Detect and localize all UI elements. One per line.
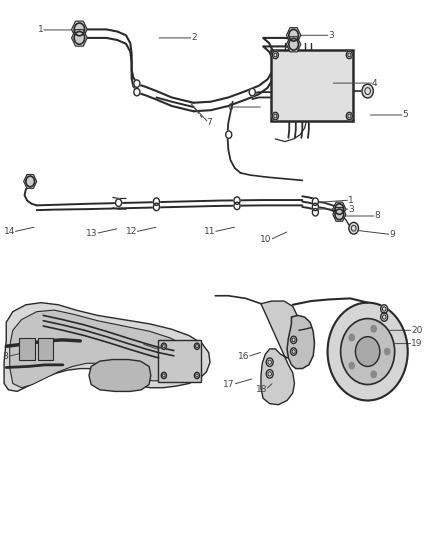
Circle shape xyxy=(234,202,240,209)
Text: 16: 16 xyxy=(238,352,249,361)
Polygon shape xyxy=(71,30,87,46)
Circle shape xyxy=(134,88,140,96)
FancyBboxPatch shape xyxy=(38,338,53,360)
FancyBboxPatch shape xyxy=(271,50,353,122)
Polygon shape xyxy=(71,21,87,38)
Circle shape xyxy=(194,372,200,378)
FancyBboxPatch shape xyxy=(19,338,35,360)
Text: 11: 11 xyxy=(204,228,215,237)
Circle shape xyxy=(289,38,298,50)
Polygon shape xyxy=(4,303,210,391)
Circle shape xyxy=(349,222,358,234)
Circle shape xyxy=(371,326,376,332)
Circle shape xyxy=(26,176,35,187)
Circle shape xyxy=(74,23,85,36)
Circle shape xyxy=(312,198,318,205)
Circle shape xyxy=(312,203,318,211)
Polygon shape xyxy=(24,174,37,188)
Text: 1: 1 xyxy=(38,26,43,35)
Polygon shape xyxy=(287,316,314,368)
Text: 17: 17 xyxy=(223,380,235,389)
Circle shape xyxy=(381,305,388,313)
Text: 6: 6 xyxy=(227,102,233,111)
Polygon shape xyxy=(286,28,301,43)
Text: 19: 19 xyxy=(411,339,423,348)
Circle shape xyxy=(153,203,159,211)
Circle shape xyxy=(385,349,390,355)
Text: 3: 3 xyxy=(328,31,334,40)
Circle shape xyxy=(346,112,353,120)
Circle shape xyxy=(349,334,354,341)
Circle shape xyxy=(272,112,279,120)
Circle shape xyxy=(312,208,318,216)
Polygon shape xyxy=(333,207,346,221)
Circle shape xyxy=(381,313,388,321)
Circle shape xyxy=(161,343,166,350)
Text: 3: 3 xyxy=(348,205,354,214)
Text: 2: 2 xyxy=(191,34,197,43)
Circle shape xyxy=(272,51,279,59)
Circle shape xyxy=(134,80,140,87)
Polygon shape xyxy=(10,310,200,387)
Polygon shape xyxy=(333,202,346,216)
Circle shape xyxy=(290,348,297,356)
FancyBboxPatch shape xyxy=(158,340,201,382)
Circle shape xyxy=(335,209,344,220)
Circle shape xyxy=(266,369,273,378)
Text: 20: 20 xyxy=(411,326,423,335)
Circle shape xyxy=(161,372,166,378)
Text: 13: 13 xyxy=(86,229,98,238)
Polygon shape xyxy=(261,301,299,405)
Circle shape xyxy=(116,199,122,206)
Circle shape xyxy=(290,336,297,344)
Circle shape xyxy=(249,88,255,96)
Text: 7: 7 xyxy=(207,118,212,127)
Text: 12: 12 xyxy=(126,228,137,237)
Text: 18: 18 xyxy=(256,385,268,394)
Circle shape xyxy=(234,197,240,204)
Circle shape xyxy=(153,198,159,205)
Text: 14: 14 xyxy=(4,228,15,237)
Text: 10: 10 xyxy=(260,236,272,245)
Text: 8: 8 xyxy=(374,212,380,221)
Circle shape xyxy=(289,29,298,41)
Circle shape xyxy=(346,51,353,59)
Text: 15: 15 xyxy=(163,347,174,356)
Circle shape xyxy=(74,31,85,44)
Text: 4: 4 xyxy=(372,78,378,87)
Polygon shape xyxy=(286,37,301,52)
Text: 5: 5 xyxy=(403,110,408,119)
Circle shape xyxy=(341,319,395,384)
Circle shape xyxy=(349,362,354,369)
Text: 1: 1 xyxy=(348,196,354,205)
Circle shape xyxy=(335,204,344,214)
Polygon shape xyxy=(89,360,151,391)
Text: 9: 9 xyxy=(389,230,395,239)
Circle shape xyxy=(194,343,200,350)
Circle shape xyxy=(371,371,376,377)
Circle shape xyxy=(226,131,232,139)
Circle shape xyxy=(356,337,380,367)
Circle shape xyxy=(266,358,273,367)
Circle shape xyxy=(362,84,373,98)
Circle shape xyxy=(328,303,408,400)
Text: 8: 8 xyxy=(3,352,8,361)
